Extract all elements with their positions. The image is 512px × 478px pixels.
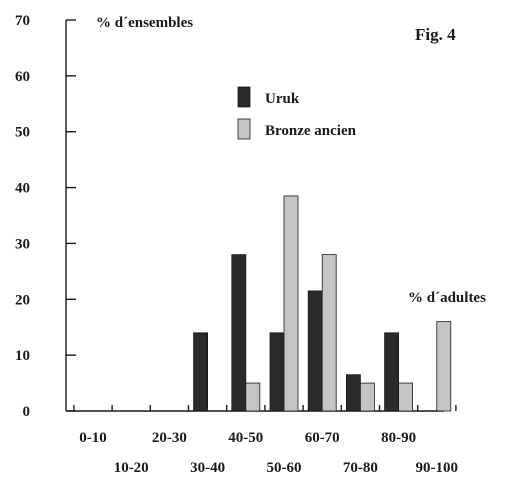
x-tick-label-90-100: 90-100 — [416, 460, 459, 476]
x-tick-label-50-60: 50-60 — [267, 460, 302, 476]
x-tick-label-40-50: 40-50 — [228, 430, 263, 446]
bar-uruk-80-90 — [384, 332, 400, 412]
x-tick-label-30-40: 30-40 — [190, 460, 225, 476]
bar-bronze-ancien-80-90 — [398, 382, 414, 412]
y-tick-label-40: 40 — [15, 181, 30, 197]
bar-bronze-ancien-50-60 — [283, 195, 299, 412]
x-tick-marks — [73, 405, 457, 411]
y-axis-label: % d´ensembles — [96, 15, 193, 31]
y-axis — [65, 19, 76, 412]
legend: Uruk Bronze ancien — [237, 86, 357, 140]
bar-uruk-70-80 — [345, 374, 361, 412]
figure-label: Fig. 4 — [415, 25, 456, 44]
y-tick-label-70: 70 — [15, 13, 30, 29]
legend-swatch-uruk — [237, 86, 251, 108]
bar-bronze-ancien-40-50 — [245, 382, 261, 412]
y-tick-label-50: 50 — [15, 125, 30, 141]
y-tick-label-20: 20 — [15, 292, 30, 308]
x-tick-label-0-10: 0-10 — [79, 430, 107, 446]
y-tick-label-10: 10 — [15, 348, 30, 364]
y-tick-labels: 0 10 20 30 40 50 60 70 — [15, 13, 30, 420]
y-tick-label-60: 60 — [15, 69, 30, 85]
bar-uruk-60-70 — [307, 290, 323, 412]
x-tick-label-10-20: 10-20 — [114, 460, 149, 476]
bars — [193, 195, 452, 412]
legend-label-bronze-ancien: Bronze ancien — [265, 123, 357, 139]
bar-uruk-40-50 — [231, 254, 247, 412]
bar-uruk-50-60 — [269, 332, 285, 412]
x-tick-label-60-70: 60-70 — [305, 430, 340, 446]
legend-label-uruk: Uruk — [265, 91, 300, 107]
y-tick-label-30: 30 — [15, 236, 30, 252]
bar-bronze-ancien-70-80 — [359, 382, 375, 412]
x-tick-label-70-80: 70-80 — [343, 460, 378, 476]
y-tick-label-0: 0 — [23, 404, 31, 420]
x-axis-label: % d´adultes — [408, 290, 486, 306]
legend-swatch-bronze-ancien — [237, 118, 251, 140]
x-tick-label-80-90: 80-90 — [381, 430, 416, 446]
bar-uruk-30-40 — [193, 332, 209, 412]
x-tick-labels: 0-10 10-2020-3030-4040-5050-6060-7070-808… — [79, 430, 458, 476]
bar-bronze-ancien-90-100 — [436, 321, 452, 412]
bar-bronze-ancien-60-70 — [321, 254, 337, 412]
x-tick-label-20-30: 20-30 — [152, 430, 187, 446]
